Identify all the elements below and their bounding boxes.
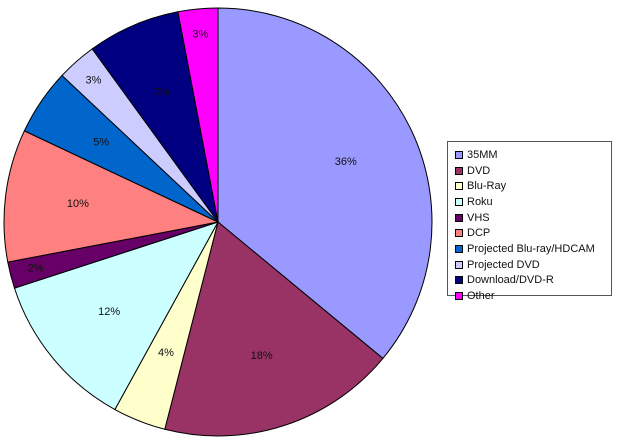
legend-label: Other	[467, 290, 495, 303]
pie-slice-0	[217, 7, 433, 360]
legend-item-9: Other	[455, 288, 611, 304]
legend-swatch	[455, 182, 463, 191]
pie-slice-9	[177, 7, 219, 223]
pie-slice-1	[164, 221, 384, 437]
pie-labels: 36% 18% 4% 12% 2% 10% 5% 3% 7% 3%	[28, 28, 357, 362]
slice-label-8: 7%	[154, 86, 170, 98]
legend-label: 35MM	[467, 148, 498, 161]
legend-item-7: Projected DVD	[455, 257, 611, 273]
pie-slice-5	[3, 130, 220, 263]
slice-label-4: 2%	[28, 263, 44, 275]
legend-label: Projected Blu-ray/HDCAM	[467, 242, 595, 255]
slice-label-6: 5%	[93, 137, 109, 149]
legend-label: Download/DVD-R	[467, 274, 554, 287]
legend-item-4: VHS	[455, 210, 611, 226]
legend-label: VHS	[467, 211, 490, 224]
slice-label-9: 3%	[192, 28, 208, 40]
slice-label-2: 4%	[158, 347, 174, 359]
slice-label-3: 12%	[98, 306, 120, 318]
legend-swatch	[455, 292, 463, 301]
legend-label: DCP	[467, 227, 491, 240]
legend-label: Blu-Ray	[467, 180, 507, 193]
pie-slice-3	[13, 221, 220, 411]
legend-label: DVD	[467, 164, 491, 177]
legend-swatch	[455, 260, 463, 269]
legend-swatch	[455, 276, 463, 285]
legend-item-3: Roku	[455, 194, 611, 210]
slice-label-1: 18%	[251, 350, 273, 362]
legend-item-1: DVD	[455, 163, 611, 179]
legend-swatch	[455, 213, 463, 222]
legend-swatch	[455, 229, 463, 238]
legend-item-8: Download/DVD-R	[455, 273, 611, 289]
legend-swatch	[455, 197, 463, 206]
legend-swatch	[455, 150, 463, 159]
legend-item-5: DCP	[455, 225, 611, 241]
legend-item-0: 35MM	[455, 147, 611, 163]
legend-item-6: Projected Blu-ray/HDCAM	[455, 241, 611, 257]
slice-label-7: 3%	[86, 75, 102, 87]
legend-item-2: Blu-Ray	[455, 178, 611, 194]
legend-swatch	[455, 244, 463, 253]
slice-label-0: 36%	[335, 156, 357, 168]
pie-slices	[3, 7, 433, 437]
legend-swatch	[455, 166, 463, 175]
slice-label-5: 10%	[67, 198, 89, 210]
legend-label: Projected DVD	[467, 258, 540, 271]
legend-label: Roku	[467, 195, 493, 208]
chart-legend: 35MM DVD Blu-Ray Roku VHS DCP Projected Blu-ra…	[447, 141, 612, 302]
